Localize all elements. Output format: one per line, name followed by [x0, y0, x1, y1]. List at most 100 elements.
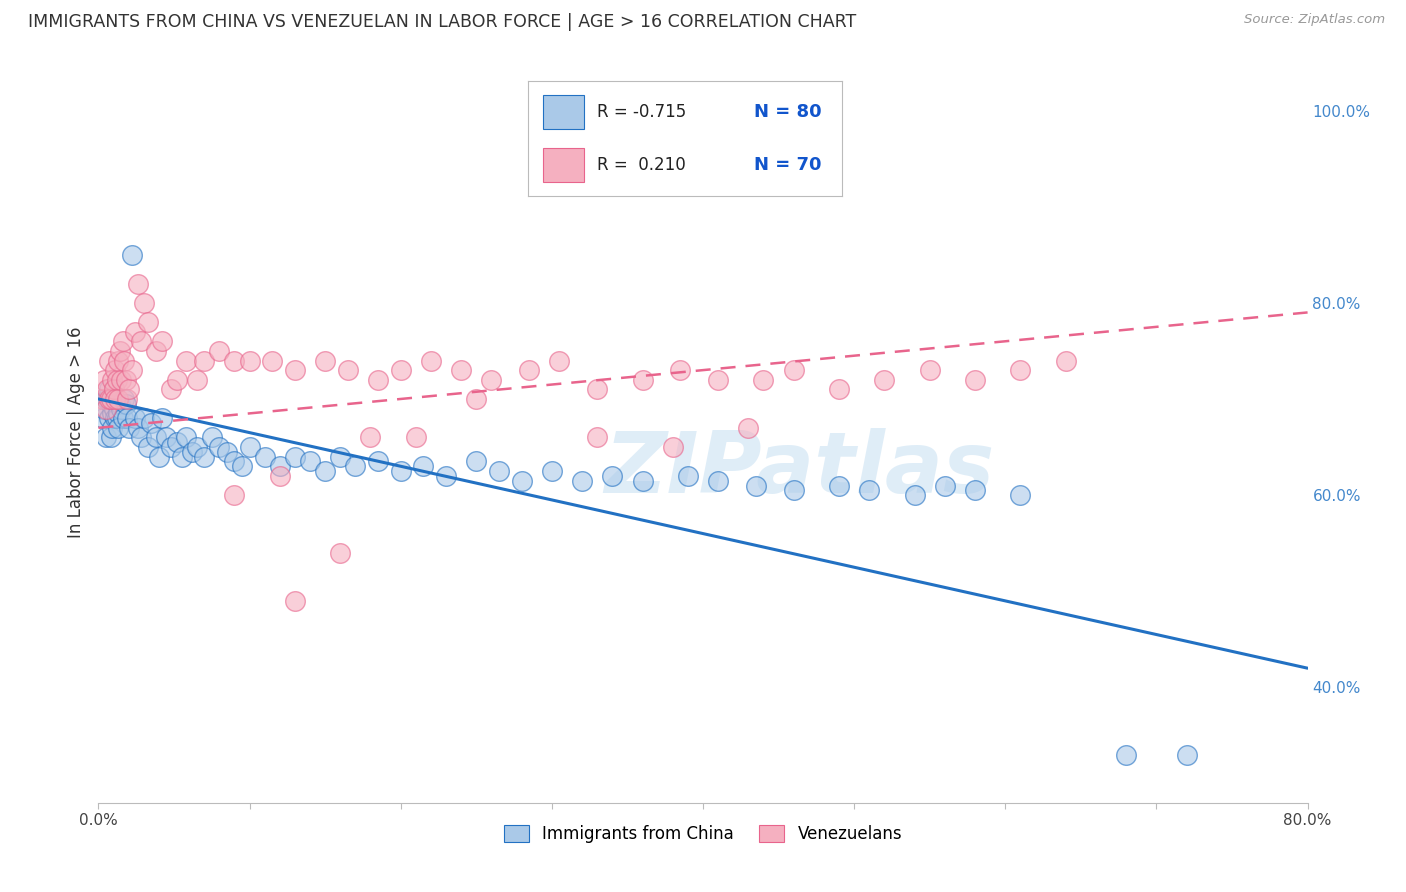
Point — [329, 546, 352, 560]
Point — [100, 430, 122, 444]
Point — [224, 488, 246, 502]
Point — [336, 363, 359, 377]
Point — [118, 421, 141, 435]
Point — [262, 353, 284, 368]
Point — [96, 382, 118, 396]
Point — [114, 373, 136, 387]
Point — [104, 363, 127, 377]
Point — [420, 353, 443, 368]
Point — [107, 353, 129, 368]
Point — [132, 295, 155, 310]
Point — [91, 392, 114, 406]
Point — [121, 363, 143, 377]
Point — [488, 464, 510, 478]
Point — [181, 445, 204, 459]
Text: Source: ZipAtlas.com: Source: ZipAtlas.com — [1244, 13, 1385, 27]
Point — [104, 392, 127, 406]
Point — [465, 392, 488, 406]
Point — [186, 373, 208, 387]
Point — [434, 469, 457, 483]
Point — [145, 430, 167, 444]
Point — [105, 397, 128, 411]
Point — [150, 411, 173, 425]
Point — [405, 430, 427, 444]
Point — [98, 382, 121, 396]
Text: ZIPatlas: ZIPatlas — [605, 428, 995, 511]
Point — [1115, 747, 1137, 762]
Point — [707, 474, 730, 488]
Point — [103, 401, 125, 416]
Point — [284, 363, 307, 377]
Point — [186, 440, 208, 454]
Point — [115, 411, 138, 425]
Point — [94, 401, 117, 416]
Point — [208, 343, 231, 358]
Point — [284, 450, 307, 464]
Point — [389, 363, 412, 377]
Point — [707, 373, 730, 387]
Point — [160, 382, 183, 396]
Point — [586, 382, 609, 396]
Point — [110, 401, 132, 416]
Point — [299, 454, 322, 468]
Point — [631, 373, 654, 387]
Point — [166, 435, 188, 450]
Point — [828, 478, 851, 492]
Point — [412, 459, 434, 474]
Point — [118, 382, 141, 396]
Point — [239, 353, 262, 368]
Point — [269, 469, 291, 483]
Point — [215, 445, 238, 459]
Point — [145, 343, 167, 358]
Point — [96, 392, 118, 406]
Point — [103, 382, 125, 396]
Point — [166, 373, 188, 387]
Point — [91, 411, 114, 425]
Point — [540, 464, 562, 478]
Point — [111, 411, 134, 425]
Point — [110, 373, 132, 387]
Point — [101, 421, 124, 435]
Point — [737, 421, 759, 435]
Point — [111, 334, 134, 349]
Point — [127, 277, 149, 291]
Point — [115, 392, 138, 406]
Point — [224, 454, 246, 468]
Legend: Immigrants from China, Venezuelans: Immigrants from China, Venezuelans — [498, 819, 908, 850]
Point — [224, 353, 246, 368]
Point — [329, 450, 352, 464]
Point — [1054, 353, 1077, 368]
Point — [105, 411, 128, 425]
Point — [193, 353, 215, 368]
Point — [101, 373, 124, 387]
Point — [965, 373, 987, 387]
Point — [121, 248, 143, 262]
Point — [631, 474, 654, 488]
Point — [150, 334, 173, 349]
Point — [98, 353, 121, 368]
Point — [148, 450, 170, 464]
Point — [193, 450, 215, 464]
Point — [450, 363, 472, 377]
Point — [93, 373, 115, 387]
Point — [136, 315, 159, 329]
Point — [231, 459, 253, 474]
Point — [107, 406, 129, 420]
Point — [367, 454, 389, 468]
Point — [1010, 363, 1032, 377]
Point — [934, 478, 956, 492]
Point — [918, 363, 941, 377]
Point — [112, 392, 135, 406]
Point — [129, 430, 152, 444]
Point — [602, 469, 624, 483]
Point — [108, 343, 131, 358]
Point — [1175, 747, 1198, 762]
Point — [548, 353, 571, 368]
Point — [858, 483, 880, 498]
Point — [98, 411, 121, 425]
Point — [100, 392, 122, 406]
Point — [314, 464, 336, 478]
Text: IMMIGRANTS FROM CHINA VS VENEZUELAN IN LABOR FORCE | AGE > 16 CORRELATION CHART: IMMIGRANTS FROM CHINA VS VENEZUELAN IN L… — [28, 13, 856, 31]
Point — [873, 373, 896, 387]
Point — [114, 397, 136, 411]
